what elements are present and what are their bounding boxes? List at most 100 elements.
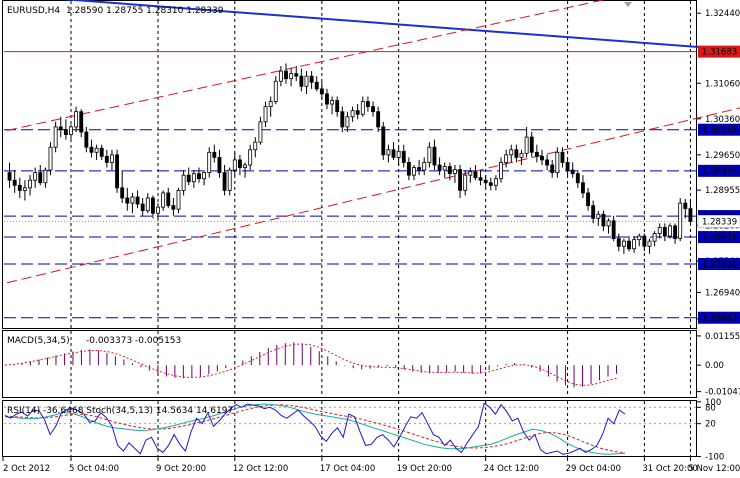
candle-body [642,235,647,247]
stoch-axis-label: -100 [705,452,724,462]
price-level-tag [698,311,740,324]
candle [7,162,12,188]
candle [668,223,672,239]
candle [171,198,176,216]
candle-body [335,100,340,113]
candle [545,154,550,171]
trendline-downtrend [61,0,740,52]
candle-body [386,149,391,156]
time-axis-label: 17 Oct 04:00 [320,464,375,474]
candle-body [529,136,534,153]
price-level-tag-label: 1.31683 [702,48,737,58]
candle-body [258,121,263,143]
candle [156,203,160,221]
candle [191,170,196,188]
candle-body [509,149,514,156]
candle-body [478,177,483,181]
candle [181,170,186,196]
candle-body [33,172,38,181]
candle-body [237,159,242,168]
candle-body [345,116,350,128]
candle-body [437,164,442,171]
candle [84,126,89,153]
price-axis-label: 1.26940 [705,288,740,298]
candle-body [94,147,99,153]
time-axis-label: 5 Oct 04:00 [69,464,119,474]
candle [350,106,355,122]
candle [447,162,452,181]
price-axis: 1.324401.310601.303601.296501.289551.282… [697,9,740,325]
candle-body [84,131,89,148]
candle-body [176,189,181,210]
candle [345,111,350,132]
candle [371,101,375,117]
candle-body [166,192,171,207]
candle [243,162,247,178]
candle-body [499,162,503,180]
candle [570,162,575,178]
candle [401,144,406,168]
candle [580,175,585,199]
macd-panel-border [2,330,697,398]
candle [94,144,99,160]
current-price-tag [697,215,740,228]
candle [237,154,242,176]
chart-shift-marker-icon[interactable] [624,2,632,7]
candle [386,144,391,163]
candle [432,139,437,171]
candle [330,96,335,115]
candle [135,190,140,209]
stoch-axis-label: 20 [705,420,716,430]
candle [130,192,135,214]
candle [145,192,150,214]
candle-body [197,173,201,180]
candle [683,199,688,219]
candle-body [135,196,140,205]
candle-body [565,162,570,171]
candle [483,175,488,188]
price-axis-label: 1.30360 [705,115,740,125]
time-axis-label: 2 Oct 2012 [3,464,50,474]
candles [7,63,693,254]
candle [355,104,360,120]
candle [12,170,17,193]
candle [289,68,294,87]
candle-body [181,174,186,191]
candle [304,71,309,94]
candle [458,165,463,199]
price-axis-label: 1.32440 [705,9,740,19]
candle [365,96,370,112]
candle-body [253,141,258,151]
candle [33,167,38,188]
candle-body [488,182,493,186]
candle-body [110,154,114,163]
candle-body [519,152,524,158]
candle [637,233,642,247]
candle [499,157,503,183]
candle [632,236,637,253]
candle-body [662,227,667,237]
candle [524,126,529,158]
candle [212,144,217,163]
candle [575,170,580,188]
candle-body [627,240,631,250]
candle [442,162,447,178]
macd-axis-label: 0.01155 [705,332,740,342]
candle-body [120,187,125,199]
trendline-channel-lower [6,107,740,284]
candle-body [591,205,596,219]
candle-body [273,80,278,102]
candle-body [74,111,79,128]
candle-body [621,240,626,247]
candle-body [355,110,360,115]
candle [529,131,534,158]
candle-body [504,154,509,163]
candle-body [601,213,606,227]
candle [232,152,237,176]
candle [197,167,201,183]
time-axis-label: 24 Oct 12:00 [484,464,539,474]
candle-body [381,126,386,156]
candle-body [432,146,437,166]
